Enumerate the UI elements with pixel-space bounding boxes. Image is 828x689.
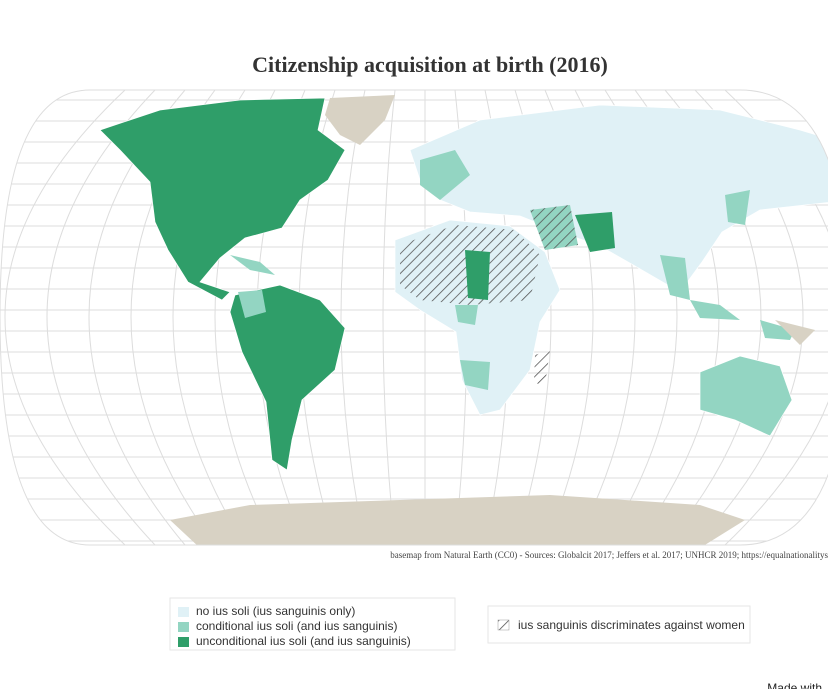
- caribbean: [230, 255, 275, 275]
- graticule: [46, 90, 156, 545]
- legend-label: no ius soli (ius sanguinis only): [196, 604, 355, 618]
- graticule: [382, 90, 396, 545]
- source-note: basemap from Natural Earth (CC0) - Sourc…: [390, 550, 828, 560]
- australia: [699, 355, 793, 437]
- map: [0, 90, 828, 545]
- africa-conditional: [455, 305, 490, 390]
- new-guinea: [775, 320, 815, 345]
- footer: Made with: [767, 681, 822, 689]
- south-america: [229, 284, 346, 471]
- legend-swatch: [178, 637, 189, 647]
- graticule: [4, 90, 126, 545]
- colombia: [238, 290, 266, 318]
- graticule: [340, 90, 366, 545]
- europe-conditional: [420, 150, 470, 200]
- legend-swatch: [178, 607, 189, 617]
- legend-swatch: [178, 622, 189, 632]
- antarctica: [170, 495, 745, 545]
- legend-label: conditional ius soli (and ius sanguinis): [196, 619, 397, 633]
- middle-east-hatch: [530, 205, 578, 250]
- legend-box: [169, 597, 456, 651]
- legend-hatch-box: [487, 605, 751, 644]
- map-title: Citizenship acquisition at birth (2016): [252, 52, 608, 77]
- greenland: [325, 95, 395, 145]
- japan: [725, 190, 750, 225]
- southeast-asia: [660, 255, 690, 300]
- legend: no ius soli (ius sanguinis only)conditio…: [178, 604, 411, 648]
- north-america: [99, 97, 346, 301]
- madagascar: [534, 350, 550, 385]
- map-frame: [0, 89, 828, 546]
- pakistan: [575, 212, 615, 252]
- legend-label: ius sanguinis discriminates against wome…: [518, 618, 745, 632]
- eurasia: [409, 104, 828, 293]
- legend-label: unconditional ius soli (and ius sanguini…: [196, 634, 411, 648]
- legend-hatch-swatch: [497, 619, 510, 631]
- chad: [465, 250, 490, 300]
- indonesia: [690, 300, 795, 340]
